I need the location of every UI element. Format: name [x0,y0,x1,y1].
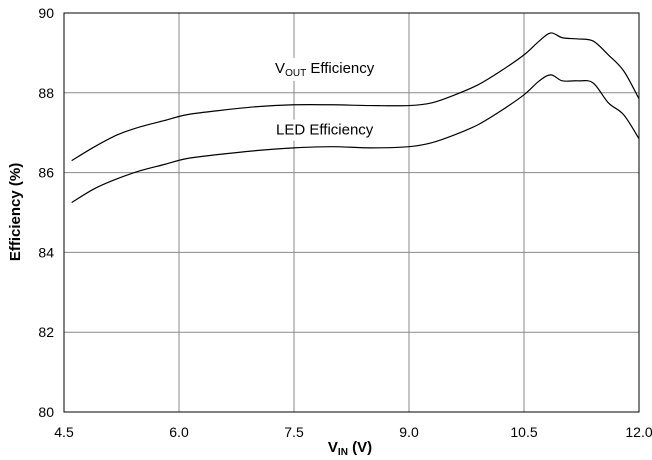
x-tick-label: 6.0 [169,424,189,440]
y-tick-label: 80 [38,404,54,420]
y-tick-label: 86 [38,165,54,181]
series-line-led [71,74,640,204]
series-label-led: LED Efficiency [276,122,374,139]
x-tick-label: 12.0 [625,424,652,440]
x-tick-labels: 4.5 6.0 7.5 9.0 10.5 12.0 [54,424,652,440]
series-label-main: LED Efficiency [276,122,374,139]
plot-frame [63,12,640,413]
y-tick-label: 90 [38,5,54,21]
series-label-bg [269,57,381,81]
series-lines [71,32,640,204]
x-tick-label: 9.0 [399,424,419,440]
series-label-sub: OUT [285,68,306,79]
y-tick-labels: 80 82 84 86 88 90 [38,5,54,420]
series-labels: VOUT Efficiency LED Efficiency [269,57,381,141]
y-axis-title: Efficiency (%) [7,163,24,261]
series-line-vout [71,32,640,162]
y-tick-label: 84 [38,244,54,260]
x-tick-label: 7.5 [284,424,304,440]
x-axis-title-rest: (V) [348,439,372,456]
x-axis-title-sub: IN [338,447,348,458]
series-label-main: V [275,60,285,77]
series-label-vout: VOUT Efficiency [275,60,375,79]
series-label-rest: Efficiency [306,60,375,77]
x-tick-label: 10.5 [510,424,537,440]
series-label-bg [270,119,380,141]
x-axis-title: VIN (V) [328,439,372,458]
y-tick-label: 88 [38,85,54,101]
y-tick-label: 82 [38,324,54,340]
x-tick-label: 4.5 [54,424,74,440]
x-axis-title-main: V [328,439,338,456]
